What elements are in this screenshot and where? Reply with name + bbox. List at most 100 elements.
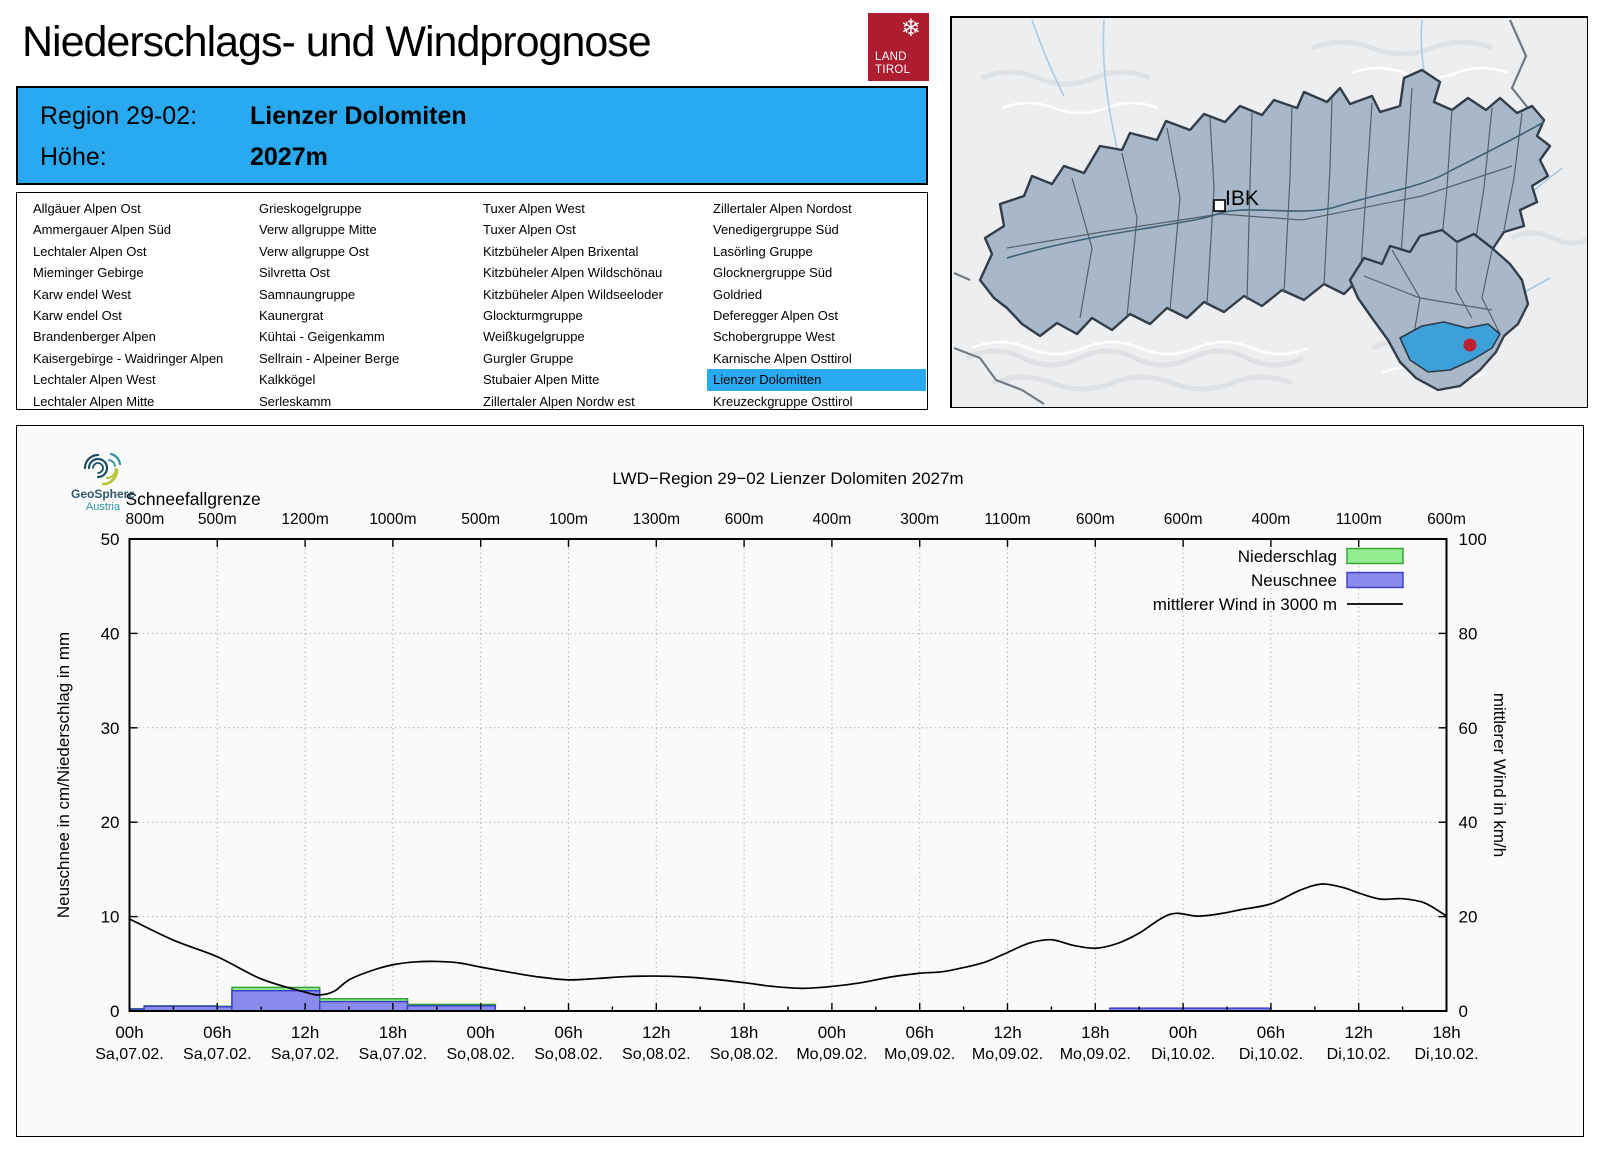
region-list-item[interactable]: Lienzer Dolomitten: [707, 369, 926, 391]
snowline-value: 300m: [900, 511, 939, 528]
svg-text:00h: 00h: [115, 1023, 143, 1042]
snowline-value: 1000m: [369, 511, 416, 528]
ibk-label: IBK: [1225, 187, 1259, 210]
region-list-item[interactable]: Kitzbüheler Alpen Wildseeloder: [483, 286, 663, 302]
svg-text:Di,10.02.: Di,10.02.: [1239, 1046, 1303, 1063]
forecast-chart: 0 10 20 30 40 50 0 20 40 60 80 100 00h 06h 12h 18h 00h 06…: [54, 469, 1509, 1063]
legend-label: mittlerer Wind in 3000 m: [1153, 595, 1337, 614]
geosphere-logo: GeoSphere Austria: [53, 448, 153, 513]
region-list-item[interactable]: Schobergruppe West: [713, 329, 835, 345]
region-list-column-3: Tuxer Alpen West Tuxer Alpen Ost Kitzbühel…: [477, 198, 707, 412]
snowline-value: 1200m: [281, 511, 328, 528]
region-list-item[interactable]: Kühtai - Geigenkamm: [259, 329, 385, 345]
svg-text:Sa,07.02.: Sa,07.02.: [183, 1046, 252, 1063]
region-list-item[interactable]: Goldried: [713, 286, 763, 302]
svg-text:12h: 12h: [993, 1023, 1021, 1042]
page-title: Niederschlags- und Windprognose: [22, 18, 652, 66]
region-row: Region 29-02: Lienzer Dolomiten: [40, 102, 467, 131]
region-list-item[interactable]: Gurgler Gruppe: [483, 350, 574, 366]
region-list-item[interactable]: Kitzbüheler Alpen Wildschönau: [483, 265, 663, 281]
svg-text:20: 20: [101, 813, 120, 832]
svg-text:So,08.02.: So,08.02.: [446, 1046, 515, 1063]
region-list-item[interactable]: Ammergauer Alpen Süd: [33, 222, 172, 238]
region-list-item[interactable]: Karw endel West: [33, 286, 132, 302]
svg-text:12h: 12h: [642, 1023, 670, 1042]
land-tirol-logo: ❄ LAND TIROL: [868, 13, 929, 81]
region-list-item[interactable]: Lechtaler Alpen West: [33, 372, 156, 388]
chart-title: LWD−Region 29−02 Lienzer Dolomiten 2027m: [612, 469, 963, 488]
snowline-value: 600m: [1427, 511, 1466, 528]
region-list-item[interactable]: Kaunergrat: [259, 307, 324, 323]
region-list-item[interactable]: Serleskamm: [259, 393, 332, 409]
svg-text:12h: 12h: [1345, 1023, 1373, 1042]
region-list-item[interactable]: Venedigergruppe Süd: [713, 222, 839, 238]
legend-label: Neuschnee: [1251, 571, 1337, 590]
region-list-item[interactable]: Kaisergebirge - Waidringer Alpen: [33, 350, 224, 366]
svg-text:20: 20: [1459, 908, 1478, 927]
forecast-chart-panel: GeoSphere Austria 0 10 20 30 40 50 0 20 40 60 80 10…: [16, 425, 1584, 1137]
svg-text:Mo,09.02.: Mo,09.02.: [884, 1046, 955, 1063]
svg-text:Sa,07.02.: Sa,07.02.: [271, 1046, 340, 1063]
snowline-value: 1300m: [633, 511, 680, 528]
svg-text:100: 100: [1459, 530, 1487, 549]
svg-text:Di,10.02.: Di,10.02.: [1414, 1046, 1478, 1063]
region-list-item[interactable]: Verw allgruppe Mitte: [259, 222, 377, 238]
svg-text:Mo,09.02.: Mo,09.02.: [1060, 1046, 1131, 1063]
snowline-value: 1100m: [1336, 511, 1382, 528]
svg-text:06h: 06h: [1257, 1023, 1285, 1042]
region-list-item[interactable]: Zillertaler Alpen Nordw est: [483, 393, 635, 409]
region-list-item[interactable]: Lechtaler Alpen Ost: [33, 243, 147, 259]
legend-label: Niederschlag: [1238, 547, 1337, 566]
region-list-item[interactable]: Samnaungruppe: [259, 286, 356, 302]
svg-text:00h: 00h: [467, 1023, 495, 1042]
svg-text:30: 30: [101, 719, 120, 738]
region-list-item[interactable]: Tuxer Alpen Ost: [483, 222, 576, 238]
svg-text:Mo,09.02.: Mo,09.02.: [796, 1046, 867, 1063]
svg-text:06h: 06h: [906, 1023, 934, 1042]
svg-text:40: 40: [1459, 813, 1478, 832]
region-list-column-1: Allgäuer Alpen Ost Ammergauer Alpen Süd Le…: [27, 198, 257, 412]
region-list-item[interactable]: Zillertaler Alpen Nordost: [713, 201, 852, 216]
svg-text:80: 80: [1459, 624, 1478, 643]
region-list-item[interactable]: Silvretta Ost: [259, 265, 330, 281]
region-list-item[interactable]: Lechtaler Alpen Mitte: [33, 393, 155, 409]
snowline-value: 400m: [813, 511, 852, 528]
axis-ticks: [128, 538, 1448, 1012]
svg-text:So,08.02.: So,08.02.: [534, 1046, 603, 1063]
precipitation-bars: [128, 986, 1272, 1012]
region-list-item[interactable]: Karnische Alpen Osttirol: [713, 350, 852, 366]
snowline-value: 400m: [1252, 511, 1291, 528]
region-list-item[interactable]: Verw allgruppe Ost: [259, 243, 369, 259]
snowline-value: 600m: [725, 511, 764, 528]
region-list-item[interactable]: Brandenberger Alpen: [33, 329, 156, 345]
selected-region-shape[interactable]: [1399, 321, 1501, 373]
region-list-item[interactable]: Deferegger Alpen Ost: [713, 307, 839, 323]
legend-box-swatch: [1346, 547, 1404, 565]
svg-text:Di,10.02.: Di,10.02.: [1327, 1046, 1391, 1063]
svg-text:0: 0: [110, 1002, 119, 1021]
region-list-item[interactable]: Kreuzeckgruppe Osttirol: [713, 393, 853, 409]
region-list-item[interactable]: Kalkkögel: [259, 372, 316, 388]
chart-legend: Niederschlag Neuschnee mittlerer Wind in 3…: [1153, 547, 1404, 614]
region-list-column-4: Zillertaler Alpen Nordost Venedigergruppe…: [707, 198, 926, 412]
region-list-item[interactable]: Stubaier Alpen Mitte: [483, 372, 600, 388]
region-list-item[interactable]: Mieminger Gebirge: [33, 265, 144, 281]
region-list-item[interactable]: Grieskogelgruppe: [259, 201, 362, 216]
geosphere-name: GeoSphere: [70, 487, 136, 501]
map-panel: IBK: [950, 16, 1588, 408]
region-list-item[interactable]: Karw endel Ost: [33, 307, 122, 323]
region-list-item[interactable]: Kitzbüheler Alpen Brixental: [483, 243, 639, 259]
svg-text:Sa,07.02.: Sa,07.02.: [359, 1046, 428, 1063]
hoehe-label: Höhe:: [40, 143, 107, 171]
region-list-item[interactable]: Sellrain - Alpeiner Berge: [259, 350, 400, 366]
region-list-item[interactable]: Tuxer Alpen West: [483, 201, 585, 216]
region-list-item[interactable]: Weißkugelgruppe: [483, 329, 585, 345]
region-list-item[interactable]: Glockturmgruppe: [483, 307, 583, 323]
snowline-label: Schneefallgrenze: [126, 489, 261, 509]
region-list-item[interactable]: Lasörling Gruppe: [713, 243, 813, 259]
snowline-value: 600m: [1076, 511, 1115, 528]
snowline-value: 500m: [461, 511, 500, 528]
region-list-item[interactable]: Allgäuer Alpen Ost: [33, 201, 141, 216]
hoehe-row: Höhe: 2027m: [40, 143, 328, 172]
region-list-item[interactable]: Glocknergruppe Süd: [713, 265, 833, 281]
